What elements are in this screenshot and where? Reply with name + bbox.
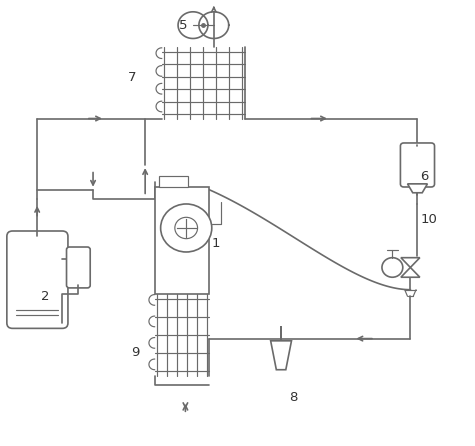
- Circle shape: [161, 204, 212, 252]
- FancyBboxPatch shape: [66, 247, 90, 288]
- Circle shape: [382, 258, 403, 277]
- Polygon shape: [401, 268, 420, 277]
- Polygon shape: [408, 184, 428, 193]
- Bar: [155, 187, 209, 294]
- Polygon shape: [271, 341, 292, 370]
- Text: 5: 5: [179, 19, 187, 32]
- Text: 7: 7: [128, 70, 137, 84]
- Text: 8: 8: [289, 391, 297, 404]
- FancyBboxPatch shape: [7, 231, 68, 328]
- Text: 1: 1: [212, 236, 220, 249]
- Text: 2: 2: [41, 290, 50, 303]
- Bar: [159, 176, 188, 187]
- Text: 10: 10: [421, 213, 438, 226]
- Polygon shape: [401, 258, 420, 268]
- Circle shape: [175, 217, 198, 239]
- Text: 6: 6: [420, 170, 429, 183]
- FancyBboxPatch shape: [400, 143, 435, 187]
- Text: 9: 9: [132, 347, 140, 359]
